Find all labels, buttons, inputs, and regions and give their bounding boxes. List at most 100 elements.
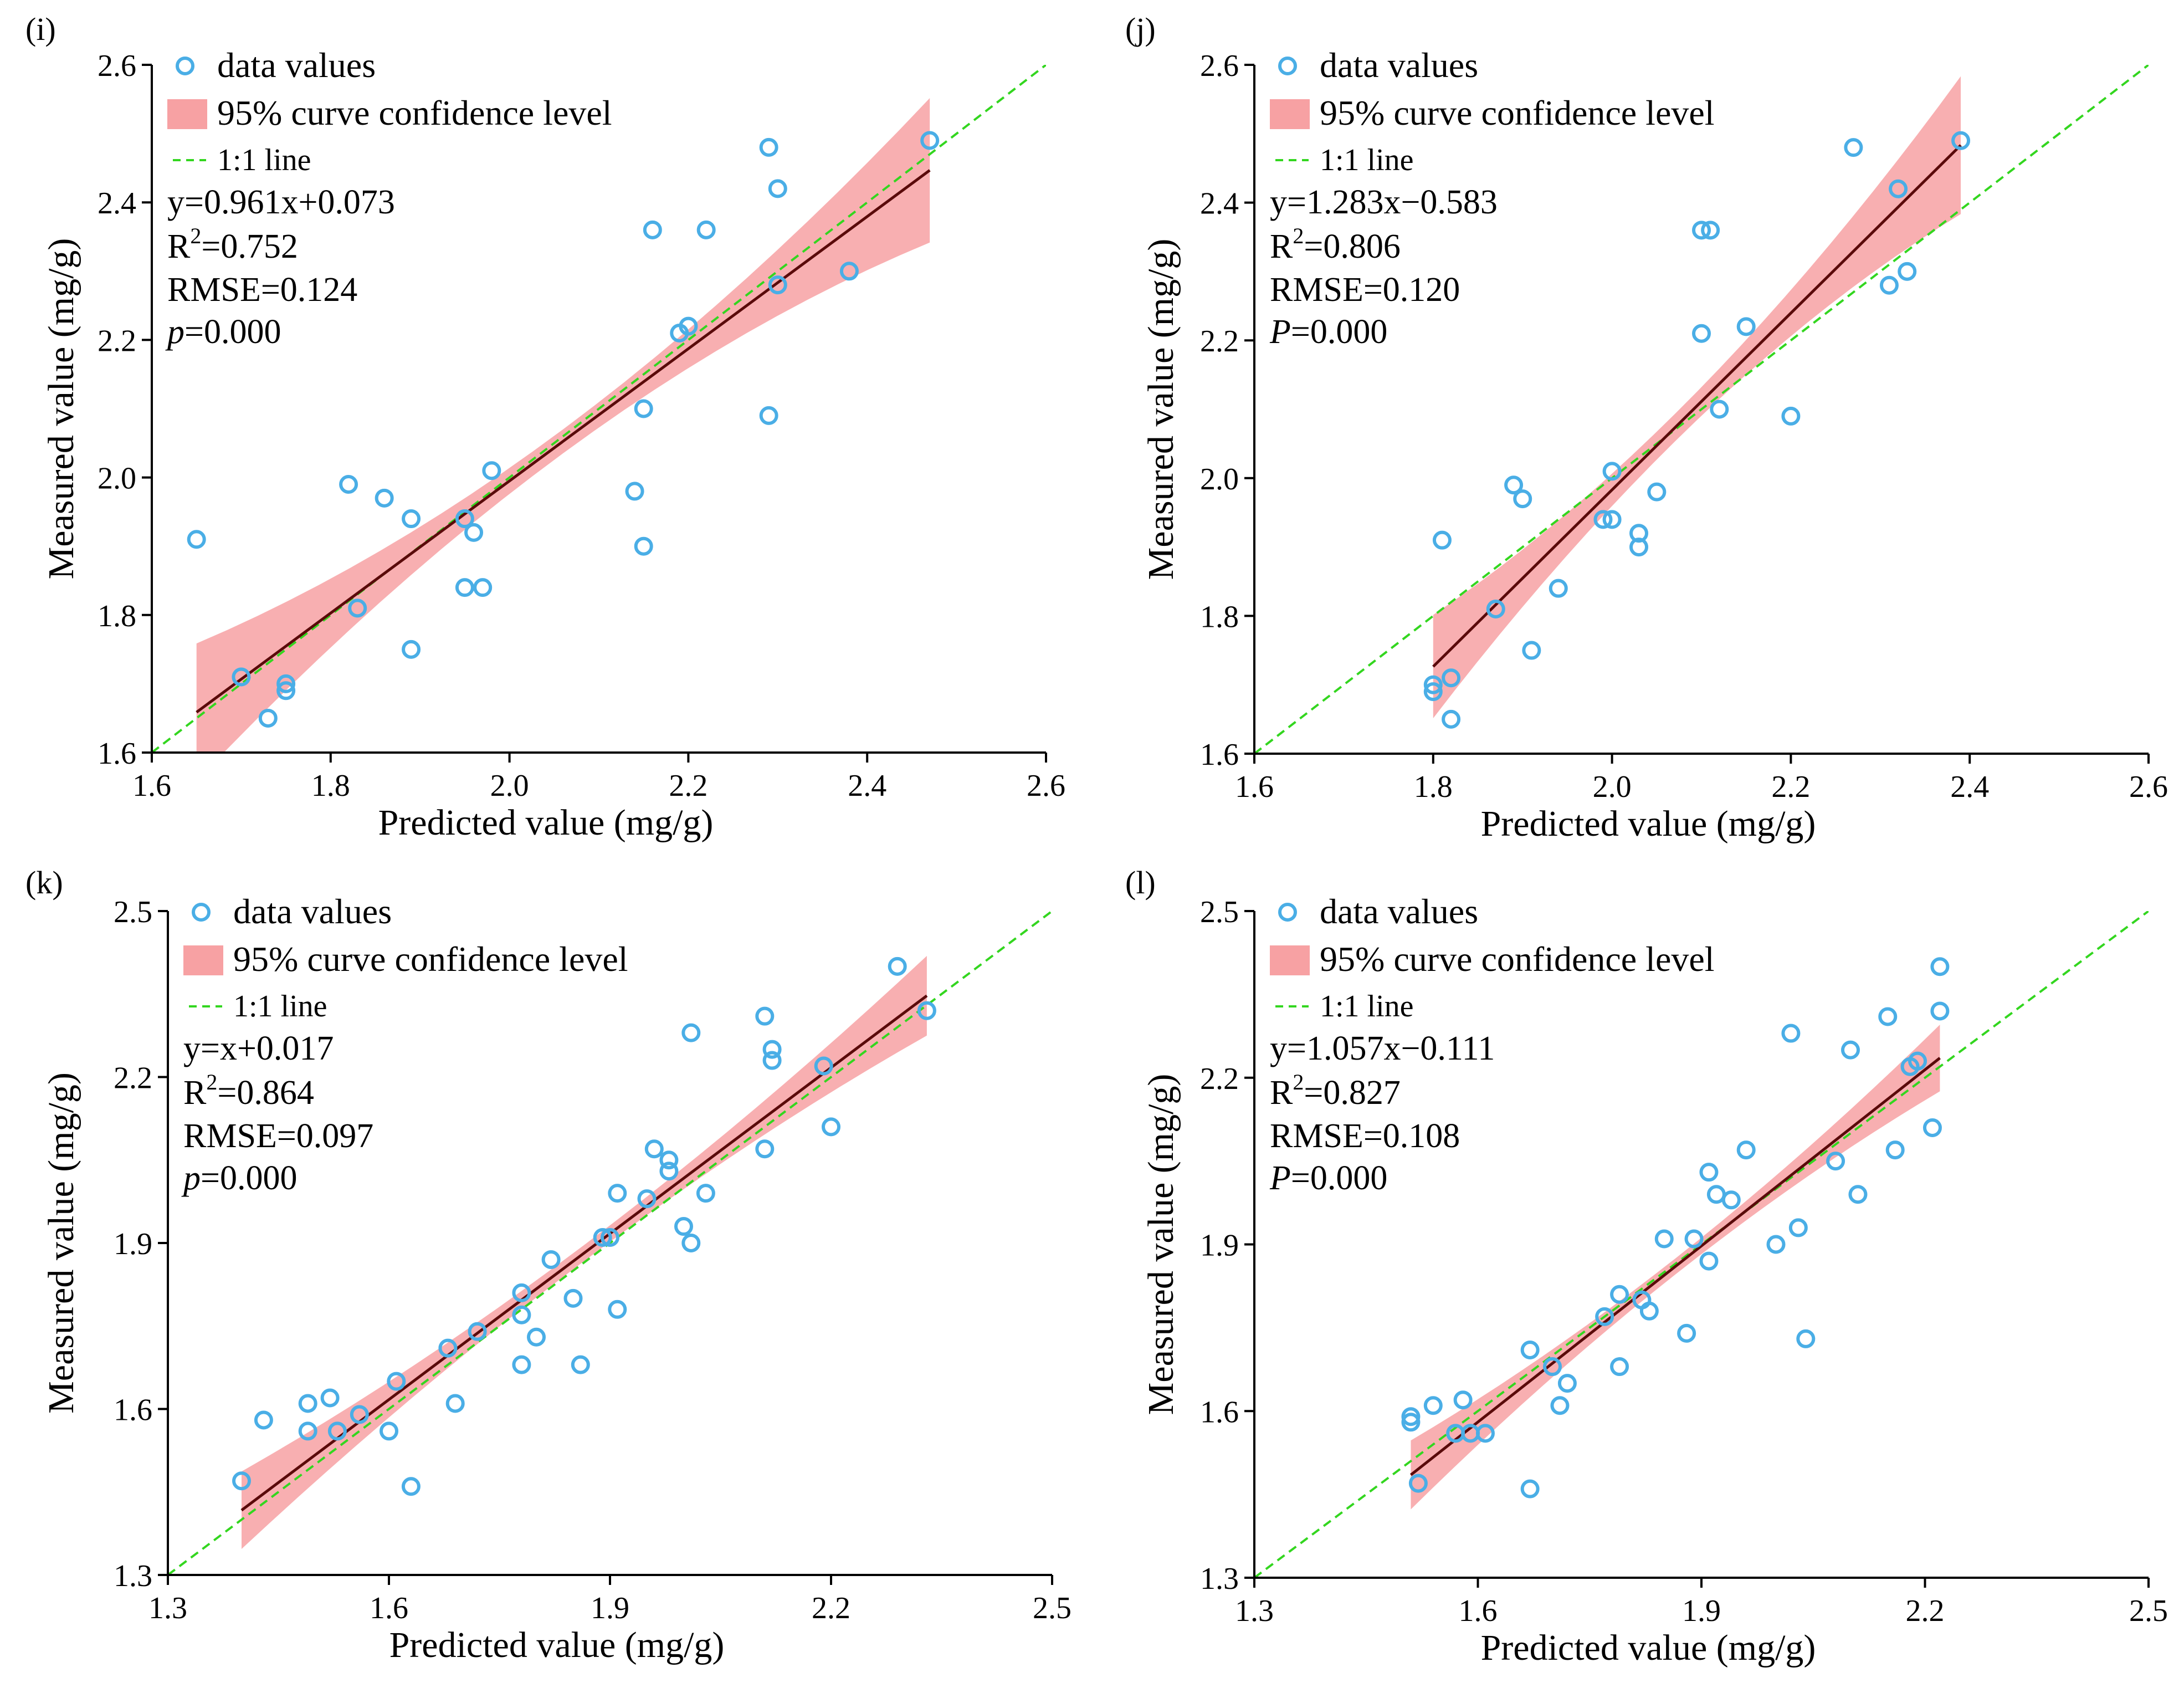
data-point	[1647, 482, 1667, 502]
stat-r2-letter: R	[1270, 228, 1293, 265]
x-tick-label: 1.8	[311, 769, 350, 803]
data-point	[512, 1283, 531, 1302]
x-tick-label: 2.2	[812, 1591, 850, 1625]
data-point	[1885, 1140, 1905, 1160]
data-point	[1692, 221, 1711, 240]
data-point	[1543, 1357, 1562, 1377]
stat-p: P=0.000	[1269, 1159, 1387, 1197]
data-point	[1841, 1040, 1860, 1060]
data-point	[1520, 1479, 1540, 1498]
y-tick-label: 2.4	[98, 186, 136, 221]
data-point	[1699, 1163, 1719, 1182]
data-point	[1930, 957, 1950, 976]
stat-equation: y=0.961x+0.073	[167, 183, 395, 221]
stat-p-letter: p	[181, 1159, 201, 1197]
data-point	[1848, 1185, 1868, 1204]
data-point	[1879, 275, 1899, 295]
data-point	[1602, 510, 1622, 529]
data-point	[254, 1410, 273, 1430]
x-axis-title: Predicted value (mg/g)	[389, 1625, 725, 1665]
stat-r2: R2=0.752	[167, 223, 298, 265]
stat-r2-sup: 2	[190, 223, 201, 248]
legend-point-icon	[176, 57, 194, 75]
data-point	[1781, 406, 1801, 426]
data-point	[1593, 510, 1613, 529]
stat-r2: R2=0.827	[1270, 1070, 1401, 1112]
stat-r2-value: =0.864	[217, 1074, 314, 1112]
data-point	[401, 1477, 421, 1496]
y-tick-label: 2.6	[98, 49, 136, 83]
regression-line	[196, 169, 931, 714]
y-axis-title: Measured value (mg/g)	[1141, 1074, 1181, 1415]
data-point	[1826, 1152, 1845, 1171]
x-tick-label: 1.6	[1459, 1594, 1498, 1628]
y-tick-label: 1.8	[98, 599, 136, 633]
data-point	[1442, 709, 1461, 729]
x-axis-title: Predicted value (mg/g)	[378, 802, 714, 843]
data-point	[762, 1051, 782, 1070]
data-point	[634, 536, 653, 556]
stat-p-letter: P	[1269, 1159, 1291, 1197]
stat-r2-sup: 2	[1293, 1070, 1304, 1094]
y-tick-label: 2.4	[1200, 187, 1239, 221]
x-tick-label: 1.6	[370, 1591, 408, 1625]
data-point	[276, 681, 296, 700]
x-tick-label: 2.5	[2129, 1594, 2168, 1628]
data-point	[298, 1421, 317, 1441]
y-tick-label: 2.2	[114, 1061, 152, 1096]
legend-oneone-label: 1:1 line	[233, 989, 327, 1024]
x-tick-label: 2.4	[848, 769, 886, 803]
data-point	[768, 275, 787, 295]
data-point	[888, 957, 907, 976]
legend-point-icon	[1278, 57, 1297, 75]
y-tick-label: 2.0	[1200, 462, 1239, 497]
y-axis-title: Measured value (mg/g)	[41, 238, 81, 580]
data-point	[644, 1139, 664, 1159]
y-axis-title: Measured value (mg/g)	[41, 1072, 81, 1414]
data-point	[473, 578, 493, 597]
stat-rmse: RMSE=0.097	[183, 1117, 373, 1155]
one-to-one-line	[1254, 911, 2149, 1578]
stat-rmse: RMSE=0.120	[1270, 271, 1460, 309]
x-tick-label: 1.8	[1414, 770, 1453, 804]
y-tick-label: 2.2	[1200, 1062, 1239, 1096]
data-point	[380, 1421, 398, 1441]
y-tick-label: 2.2	[1200, 324, 1239, 359]
data-point	[232, 667, 251, 687]
data-point	[1922, 1118, 1942, 1137]
x-tick-label: 2.4	[1950, 770, 1989, 804]
data-point	[350, 1405, 369, 1424]
y-tick-label: 1.9	[114, 1227, 152, 1261]
y-tick-label: 2.2	[98, 324, 136, 358]
data-point	[1610, 1357, 1629, 1377]
y-tick-label: 2.5	[1200, 895, 1239, 929]
chart-panel: (l) 1.3 1.6 1.9 2.2 2.5 1.3 1.6 1.9 2.2 2.5 Predict…	[1125, 865, 2168, 1668]
data-point	[527, 1327, 546, 1347]
legend-band-label: 95% curve confidence level	[217, 93, 612, 132]
data-point	[755, 1006, 775, 1026]
stat-r2: R2=0.806	[1270, 223, 1401, 265]
data-point	[320, 1388, 340, 1408]
data-point	[755, 1139, 775, 1159]
data-point	[1423, 682, 1443, 702]
chart-panel: (i) 1.6 1.8 2.0 2.2 2.4 2.6 1.6 1.8 2.0 2.2 2.4 2.6 P…	[25, 11, 1065, 843]
regression-line	[1409, 1057, 1941, 1476]
legend-band-swatch	[1270, 99, 1310, 129]
data-point	[1486, 599, 1505, 618]
data-point	[659, 1150, 679, 1170]
stat-equation: y=1.057x−0.111	[1270, 1030, 1495, 1067]
data-point	[759, 406, 778, 425]
data-point	[1701, 221, 1720, 240]
stat-rmse: RMSE=0.124	[167, 271, 357, 309]
x-tick-label: 2.0	[1593, 770, 1632, 804]
x-tick-label: 1.9	[1682, 1594, 1721, 1628]
stat-r2-value: =0.752	[201, 228, 298, 265]
stat-r2-sup: 2	[206, 1070, 217, 1094]
data-point	[1453, 1390, 1473, 1410]
data-point	[1721, 1190, 1741, 1210]
data-point	[1684, 1229, 1704, 1249]
data-point	[387, 1372, 406, 1391]
data-point	[1520, 1340, 1540, 1359]
stat-r2-letter: R	[1270, 1074, 1293, 1112]
